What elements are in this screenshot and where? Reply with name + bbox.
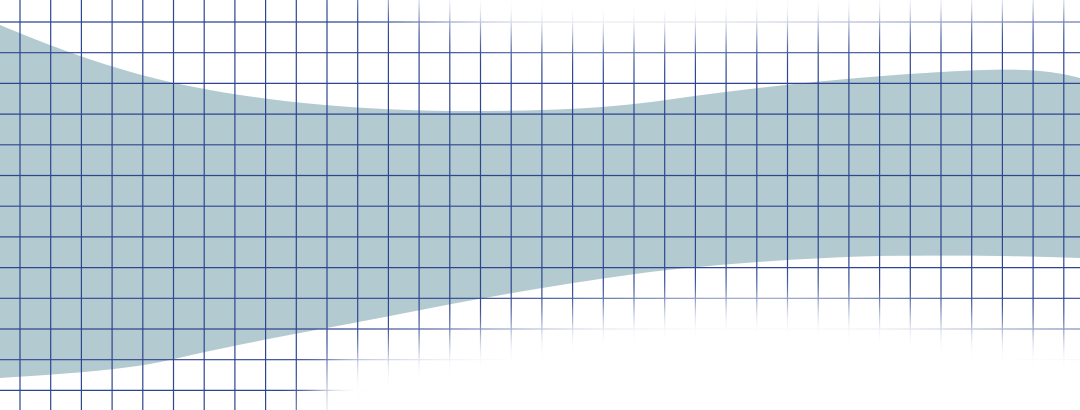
band: [0, 25, 1080, 378]
